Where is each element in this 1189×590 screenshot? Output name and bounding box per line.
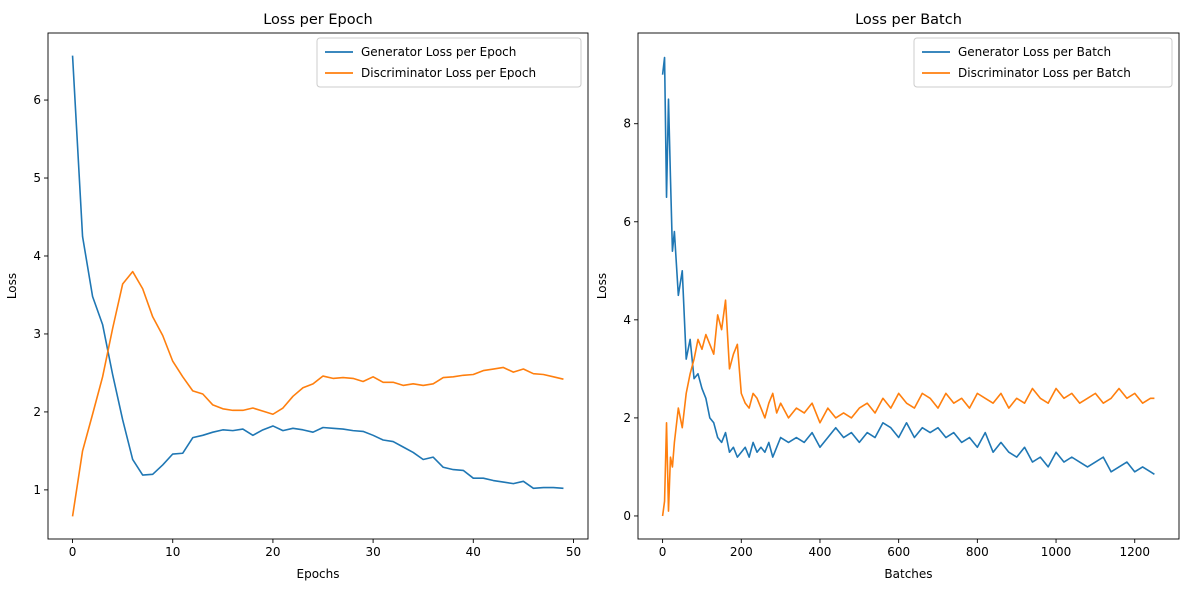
- series-line-generator: [71, 55, 564, 490]
- x-tick-label: 40: [466, 545, 481, 559]
- y-tick-label: 3: [33, 327, 41, 341]
- y-tick-label: 2: [623, 411, 631, 425]
- x-tick-label: 0: [659, 545, 667, 559]
- x-tick-label: 1200: [1119, 545, 1150, 559]
- x-tick-label: 1000: [1041, 545, 1072, 559]
- y-tick-label: 5: [33, 171, 41, 185]
- y-tick-label: 2: [33, 405, 41, 419]
- x-tick-label: 10: [165, 545, 180, 559]
- legend-label: Generator Loss per Batch: [958, 45, 1111, 59]
- series-line-generator: [661, 56, 1155, 475]
- x-tick-label: 20: [265, 545, 280, 559]
- legend: Generator Loss per Epoch Discriminator Lo…: [316, 37, 582, 88]
- y-tick-label: 4: [33, 249, 41, 263]
- x-tick-label: 200: [730, 545, 753, 559]
- chart-panel-2: 0 200 400 600 800 1000 1200 0 2 4 6 8 Loss per Batch…: [595, 12, 1180, 581]
- chart-title: Loss per Batch: [855, 12, 962, 28]
- series-line-discriminator: [661, 299, 1155, 517]
- legend-box: [913, 37, 1173, 88]
- x-tick-label: 30: [365, 545, 380, 559]
- x-tick-label: 50: [566, 545, 581, 559]
- chart-title: Loss per Epoch: [263, 12, 373, 28]
- y-tick-label: 6: [623, 215, 631, 229]
- legend: Generator Loss per Batch Discriminator Lo…: [913, 37, 1173, 88]
- y-tick-label: 4: [623, 313, 631, 327]
- y-tick-label: 1: [33, 483, 41, 497]
- x-axis-label: Epochs: [297, 567, 340, 581]
- y-tick-label: 6: [33, 93, 41, 107]
- legend-label: Discriminator Loss per Epoch: [361, 66, 536, 80]
- chart-panel-1: 0 10 20 30 40 50 1 2 3 4 5 6 Loss per Epoch Epochs Los…: [5, 12, 589, 581]
- y-tick-label: 0: [623, 509, 631, 523]
- y-axis-label: Loss: [5, 273, 19, 299]
- x-tick-label: 400: [809, 545, 832, 559]
- legend-box: [316, 37, 582, 88]
- x-tick-label: 0: [69, 545, 77, 559]
- legend-label: Discriminator Loss per Batch: [958, 66, 1131, 80]
- y-tick-label: 8: [623, 117, 631, 131]
- x-tick-label: 800: [966, 545, 989, 559]
- x-axis-label: Batches: [884, 567, 932, 581]
- x-tick-label: 600: [887, 545, 910, 559]
- plot-frame: [637, 32, 1180, 540]
- plot-frame: [47, 32, 589, 540]
- series-line-discriminator: [71, 270, 564, 517]
- legend-label: Generator Loss per Epoch: [361, 45, 516, 59]
- y-axis-label: Loss: [595, 273, 609, 299]
